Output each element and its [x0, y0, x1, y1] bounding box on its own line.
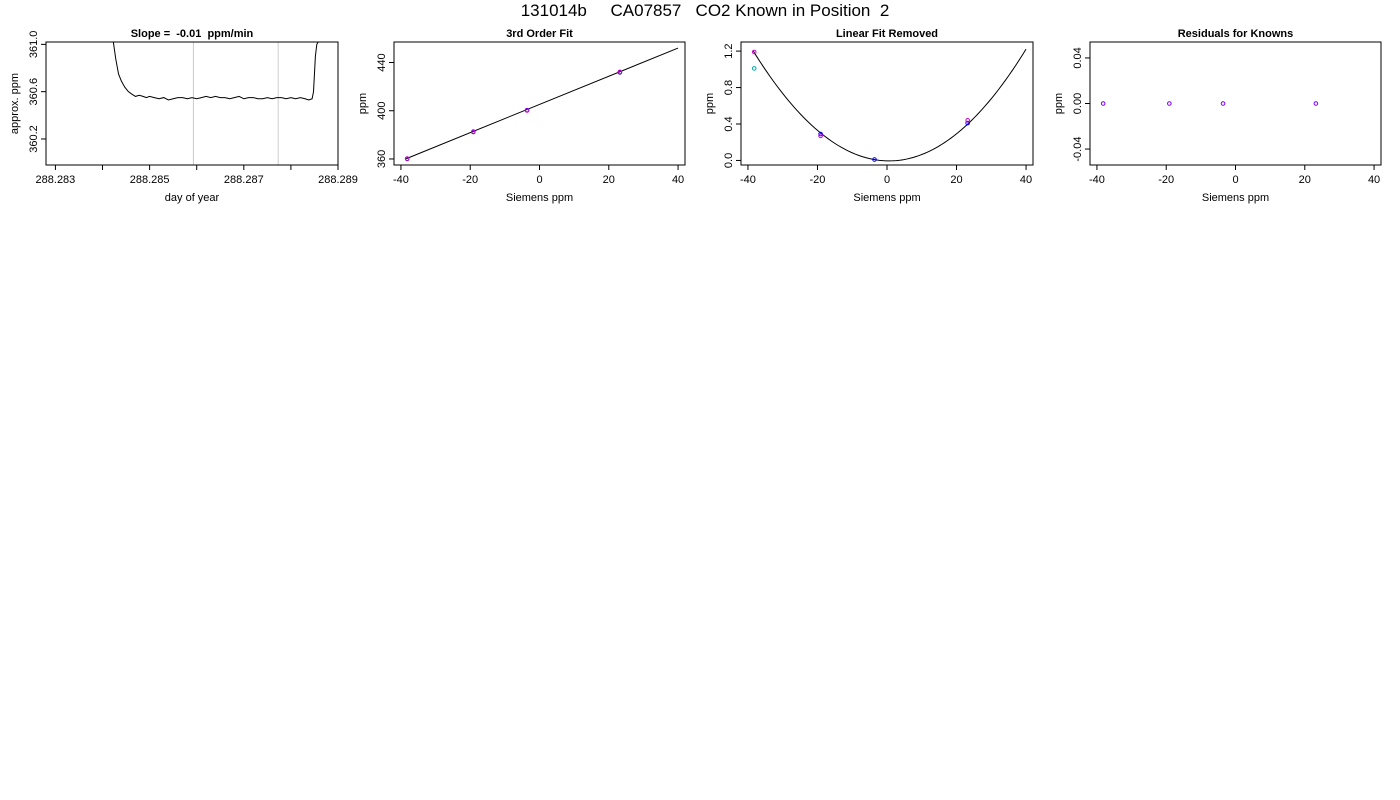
panel-data-layer — [404, 47, 679, 162]
x-tick-label: -20 — [462, 174, 478, 186]
data-point — [751, 66, 757, 71]
y-axis-label: ppm — [704, 93, 716, 114]
x-tick-label: 0 — [1232, 174, 1238, 186]
data-point — [872, 157, 877, 162]
page-title: 131014b CA07857 CO2 Known in Position 2 — [520, 1, 890, 20]
y-tick-label: 400 — [376, 102, 388, 120]
data-point — [965, 120, 970, 126]
data-point — [1313, 101, 1319, 106]
data-point — [1220, 101, 1226, 106]
x-axis-label: day of year — [165, 192, 220, 204]
plot-frame — [1089, 41, 1382, 166]
y-axis-label: ppm — [1053, 93, 1065, 114]
fit-line — [405, 47, 679, 160]
panel-2: -40 -20 0 20 40 360 400 440 3rd Order Fit Siemens… — [357, 28, 686, 204]
x-tick-label: -20 — [810, 174, 826, 186]
plot-frame — [393, 41, 686, 166]
panel-3: -40 -20 0 20 40 0.0 0.4 0.8 1.2 Linear Fit Remove… — [704, 28, 1034, 204]
data-point — [524, 108, 530, 113]
x-tick-label: -20 — [1158, 174, 1174, 186]
x-tick-label: 40 — [1020, 174, 1032, 186]
panel-data-layer — [751, 48, 1027, 162]
x-axis-label: Siemens ppm — [506, 192, 573, 204]
x-tick-label: 40 — [672, 174, 684, 186]
x-tick-label: 288.287 — [224, 174, 264, 186]
y-tick-label: 0.00 — [1072, 93, 1084, 114]
x-tick-label: -40 — [1089, 174, 1105, 186]
x-axis-label: Siemens ppm — [853, 192, 920, 204]
x-tick-label: 40 — [1368, 174, 1380, 186]
y-tick-label: 1.2 — [723, 43, 735, 58]
x-tick-label: 20 — [1299, 174, 1311, 186]
panel-4: -40 -20 0 20 40 -0.04 0.00 0.04 Residuals for Kn… — [1053, 28, 1382, 204]
fit-curve — [752, 48, 1027, 162]
x-tick-label: -40 — [740, 174, 756, 186]
data-point — [1100, 101, 1106, 106]
y-tick-label: 0.4 — [723, 116, 735, 131]
panel-title: Linear Fit Removed — [836, 28, 938, 40]
panel-data-layer — [1100, 101, 1319, 106]
plot-frame — [740, 41, 1034, 166]
data-point — [404, 156, 410, 161]
panel-title: 3rd Order Fit — [506, 28, 573, 40]
y-tick-label: 0.0 — [723, 153, 735, 168]
x-tick-label: 20 — [950, 174, 962, 186]
panel-1: 288.283 288.285 288.287 288.289 360.2 360.6 36… — [9, 28, 358, 204]
series-line — [112, 42, 319, 101]
x-tick-label: 288.285 — [130, 174, 170, 186]
x-tick-label: 0 — [884, 174, 890, 186]
data-point — [818, 131, 823, 137]
y-tick-label: -0.04 — [1072, 137, 1084, 162]
x-axis-label: Siemens ppm — [1202, 192, 1269, 204]
y-tick-label: 440 — [376, 53, 388, 71]
data-point — [471, 129, 476, 134]
data-point — [965, 118, 970, 123]
panel-title: Slope = -0.01 ppm/min — [131, 28, 254, 40]
y-tick-label: 0.8 — [723, 80, 735, 95]
y-tick-label: 360 — [376, 150, 388, 168]
y-axis-label: ppm — [357, 93, 369, 114]
x-tick-label: 288.289 — [318, 174, 358, 186]
y-tick-label: 360.6 — [28, 78, 40, 106]
y-tick-label: 360.2 — [28, 125, 40, 153]
x-tick-label: 288.283 — [36, 174, 76, 186]
x-tick-label: 0 — [536, 174, 542, 186]
y-tick-label: 0.04 — [1072, 47, 1084, 68]
data-point — [1167, 101, 1172, 106]
data-point — [751, 49, 757, 55]
data-point — [617, 69, 623, 75]
plot-frame — [45, 41, 339, 166]
x-tick-label: 20 — [603, 174, 615, 186]
data-point — [818, 133, 823, 139]
panel-title: Residuals for Knowns — [1178, 28, 1294, 40]
y-tick-label: 361.0 — [28, 31, 40, 59]
y-axis-label: approx. ppm — [9, 73, 21, 134]
x-tick-label: -40 — [393, 174, 409, 186]
panel-data-layer — [112, 42, 319, 165]
